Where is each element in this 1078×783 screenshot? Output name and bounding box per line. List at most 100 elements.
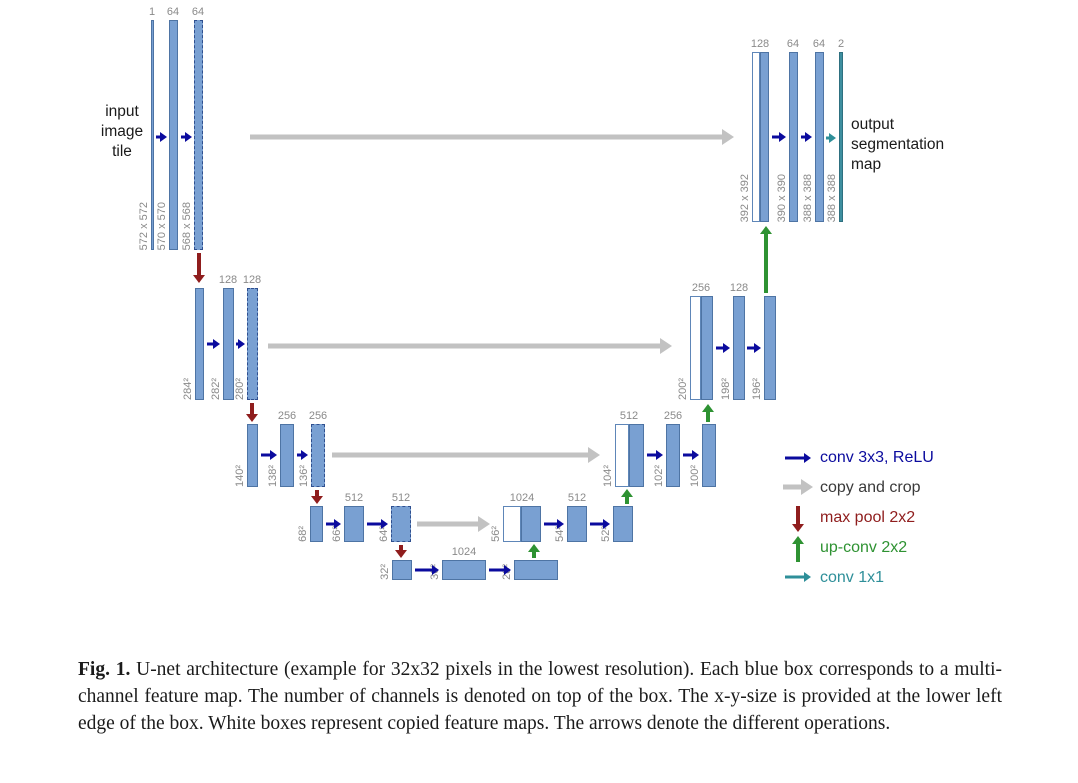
conv3x3-arrow-icon: [181, 131, 192, 143]
featmap-dec-l4-1: [521, 506, 541, 542]
conv3x3-arrow-icon: [236, 338, 245, 350]
featmap-bottleneck-2: [442, 560, 486, 580]
input-image-tile-label: input image tile: [100, 103, 144, 160]
featmap-dec-l1-1: [760, 52, 769, 222]
featmap-enc-l2-3: [247, 288, 258, 400]
conv3x3-arrow-icon: [207, 338, 220, 350]
up-conv-arrow-icon: [792, 536, 804, 562]
channel-label: 256: [277, 410, 297, 422]
size-label: 196²: [751, 377, 763, 400]
copy-crop-arrow-icon: [783, 479, 813, 495]
size-label: 572 x 572: [138, 201, 150, 250]
max-pool-arrow-icon: [246, 403, 258, 422]
size-label: 388 x 388: [826, 173, 838, 222]
featmap-enc-l1-1: [151, 20, 154, 250]
featmap-enc-l1-2: [169, 20, 178, 250]
size-label: 104²: [602, 464, 614, 487]
caption-tag: Fig. 1.: [78, 658, 131, 680]
conv3x3-arrow-icon: [747, 342, 761, 354]
featmap-enc-l3-3: [311, 424, 325, 487]
channel-label: 128: [750, 38, 770, 50]
max-pool-arrow-icon: [792, 506, 804, 532]
size-label: 200²: [677, 377, 689, 400]
conv3x3-arrow-icon: [772, 131, 786, 143]
featmap-enc-l3-1: [247, 424, 258, 487]
featmap-enc-l3-2: [280, 424, 294, 487]
conv3x3-arrow-icon: [590, 518, 610, 530]
up-conv-arrow-icon: [528, 544, 540, 558]
size-label: 140²: [234, 464, 246, 487]
up-conv-arrow-icon: [760, 226, 772, 293]
channel-label: 1024: [451, 546, 477, 558]
max-pool-arrow-icon: [193, 253, 205, 283]
featmap-dec-l4-3: [613, 506, 633, 542]
featmap-dec-l4-2: [567, 506, 587, 542]
conv3x3-arrow-icon: [261, 449, 277, 461]
size-label: 570 x 570: [156, 201, 168, 250]
channel-label: 256: [308, 410, 328, 422]
size-label: 102²: [653, 464, 665, 487]
channel-label: 512: [391, 492, 411, 504]
featmap-bottleneck-1: [392, 560, 412, 580]
conv3x3-arrow-icon: [716, 342, 730, 354]
copied-featmap-dec-l4: [503, 506, 521, 542]
size-label: 280²: [234, 377, 246, 400]
size-label: 284²: [182, 377, 194, 400]
channel-label: 64: [786, 38, 800, 50]
conv3x3-arrow-icon: [801, 131, 812, 143]
conv3x3-arrow-icon: [785, 452, 811, 464]
featmap-enc-l4-2: [344, 506, 364, 542]
conv3x3-arrow-icon: [297, 449, 308, 461]
copied-featmap-dec-l3: [615, 424, 629, 487]
featmap-dec-l2-1: [701, 296, 713, 400]
output-segmentation-map-label: output segmentation map: [851, 116, 945, 173]
featmap-enc-l2-1: [195, 288, 204, 400]
channel-label: 512: [567, 492, 587, 504]
featmap-dec-l3-1: [629, 424, 644, 487]
conv3x3-arrow-icon: [326, 518, 341, 530]
copied-featmap-dec-l2: [690, 296, 701, 400]
up-conv-arrow-icon: [621, 489, 633, 504]
channel-label: 1: [148, 6, 156, 18]
figure-caption: Fig. 1. U-net architecture (example for …: [78, 656, 1002, 737]
size-label: 32²: [379, 564, 391, 580]
channel-label: 256: [691, 282, 711, 294]
channel-label: 128: [218, 274, 238, 286]
legend-label-conv3x3: conv 3x3, ReLU: [820, 449, 934, 466]
copy-crop-arrow-icon: [250, 129, 734, 145]
featmap-enc-l1-3: [194, 20, 203, 250]
size-label: 390 x 390: [776, 173, 788, 222]
conv3x3-arrow-icon: [415, 564, 439, 576]
conv3x3-arrow-icon: [367, 518, 388, 530]
featmap-bottleneck-3: [514, 560, 558, 580]
conv1x1-arrow-icon: [785, 571, 811, 583]
channel-label: 64: [191, 6, 205, 18]
size-label: 136²: [298, 464, 310, 487]
legend-label-copy-crop: copy and crop: [820, 479, 921, 496]
max-pool-arrow-icon: [395, 545, 407, 558]
copy-crop-arrow-icon: [332, 447, 600, 463]
channel-label: 512: [344, 492, 364, 504]
conv1x1-arrow-icon: [826, 132, 836, 143]
featmap-dec-l2-3: [764, 296, 776, 400]
copy-crop-arrow-icon: [268, 338, 672, 354]
channel-label: 128: [729, 282, 749, 294]
featmap-dec-l2-2: [733, 296, 745, 400]
max-pool-arrow-icon: [311, 490, 323, 504]
size-label: 198²: [720, 377, 732, 400]
conv3x3-arrow-icon: [489, 564, 511, 576]
channel-label: 64: [166, 6, 180, 18]
legend-label-max-pool: max pool 2x2: [820, 509, 916, 526]
conv3x3-arrow-icon: [544, 518, 564, 530]
featmap-enc-l4-1: [310, 506, 323, 542]
featmap-dec-l3-3: [702, 424, 716, 487]
conv3x3-arrow-icon: [683, 449, 699, 461]
featmap-dec-l1-2: [789, 52, 798, 222]
featmap-enc-l4-3: [391, 506, 411, 542]
up-conv-arrow-icon: [702, 404, 714, 422]
size-label: 282²: [210, 377, 222, 400]
size-label: 388 x 388: [802, 173, 814, 222]
featmap-enc-l2-2: [223, 288, 234, 400]
conv3x3-arrow-icon: [156, 131, 167, 143]
